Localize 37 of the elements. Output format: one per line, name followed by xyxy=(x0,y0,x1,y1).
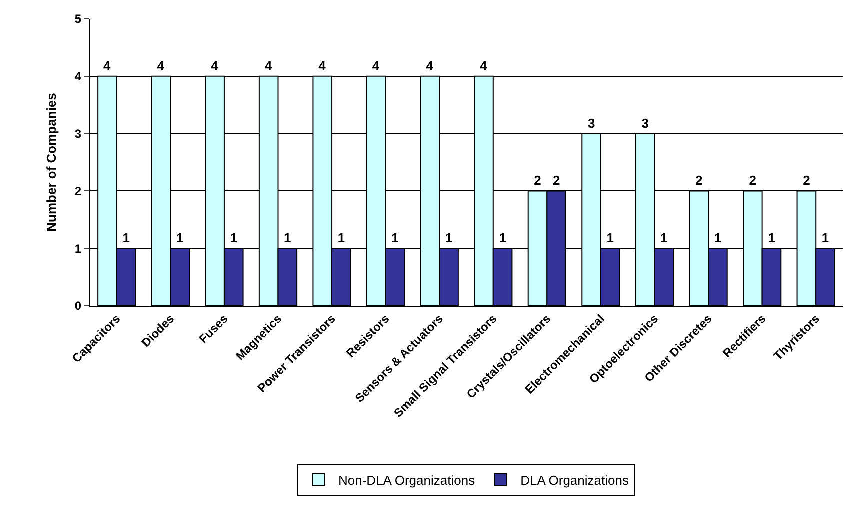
y-tick-label: 5 xyxy=(74,12,82,26)
data-label: 3 xyxy=(588,116,596,131)
data-label: 1 xyxy=(499,230,506,246)
data-label: 1 xyxy=(392,230,399,246)
y-axis-title: Number of Companies xyxy=(44,93,59,232)
y-tick-label: 2 xyxy=(74,184,82,198)
data-label: 2 xyxy=(696,173,703,188)
y-tick-label: 0 xyxy=(74,299,82,314)
data-label: 4 xyxy=(157,58,166,74)
data-label: 4 xyxy=(426,58,434,74)
data-label: 1 xyxy=(768,230,776,246)
data-label: 2 xyxy=(552,173,560,188)
data-label: 1 xyxy=(284,230,292,246)
data-label: 2 xyxy=(534,173,542,188)
data-label: 1 xyxy=(822,230,830,246)
data-label: 1 xyxy=(338,230,346,246)
data-label: 1 xyxy=(230,230,238,246)
data-label: 1 xyxy=(122,230,130,246)
data-label: 2 xyxy=(749,173,757,188)
data-label: 4 xyxy=(480,58,488,74)
legend-label: DLA Organizations xyxy=(520,472,630,488)
data-label: 2 xyxy=(803,173,810,188)
data-label: 4 xyxy=(318,58,327,74)
data-label: 4 xyxy=(211,58,220,74)
legend-label: Non-DLA Organizations xyxy=(338,472,476,488)
data-label: 1 xyxy=(176,230,184,246)
y-tick-label: 1 xyxy=(74,242,82,256)
data-label: 1 xyxy=(714,230,722,246)
y-tick-label: 4 xyxy=(74,70,82,84)
data-label: 1 xyxy=(445,230,453,246)
y-tick-label: 3 xyxy=(74,127,82,141)
data-label: 4 xyxy=(372,58,380,74)
data-label: 4 xyxy=(103,58,112,74)
data-label: 3 xyxy=(642,116,649,131)
data-label: 1 xyxy=(660,230,668,246)
data-label: 4 xyxy=(264,58,273,74)
data-label: 1 xyxy=(606,230,614,246)
